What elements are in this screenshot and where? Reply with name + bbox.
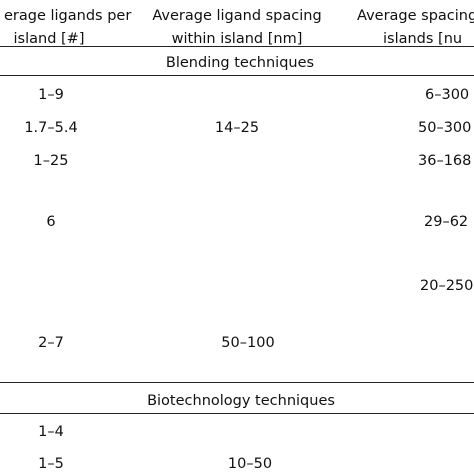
cell-r7-c1: 1–4: [38, 424, 64, 440]
cell-r8-c2: 10–50: [227, 456, 273, 472]
header-col3-line1: Average spacing: [357, 8, 474, 24]
cell-r1-c1: 1–9: [38, 87, 64, 103]
cell-r3-c1: 1–25: [33, 153, 69, 169]
cell-r2-c3: 50–300: [418, 120, 472, 136]
header-col2-line2: within island [nm]: [171, 31, 303, 47]
header-rule: [0, 46, 474, 47]
section-rule-end-blending: [0, 382, 474, 383]
cell-r3-c3: 36–168: [418, 153, 472, 169]
cell-r4-c1: 6: [46, 214, 56, 230]
cell-r2-c1: 1.7–5.4: [24, 120, 78, 136]
header-col1-line1: erage ligands per: [4, 8, 132, 24]
section-title-biotech: Biotechnology techniques: [147, 393, 335, 409]
section-rule-blending: [0, 75, 474, 76]
cell-r1-c3: 6–300: [425, 87, 470, 103]
cell-r5-c3: 20–250: [420, 278, 474, 294]
cell-r8-c1: 1–5: [38, 456, 64, 472]
cell-r6-c1: 2–7: [38, 335, 64, 351]
cell-r2-c2: 14–25: [214, 120, 260, 136]
header-col3-line2: islands [nu: [383, 31, 463, 47]
header-col2-line1: Average ligand spacing: [152, 8, 322, 24]
section-rule-biotech: [0, 413, 474, 414]
header-col1-line2: island [#]: [13, 31, 85, 47]
cell-r4-c3: 29–62: [424, 214, 469, 230]
section-title-blending: Blending techniques: [165, 55, 315, 71]
cell-r6-c2: 50–100: [221, 335, 275, 351]
